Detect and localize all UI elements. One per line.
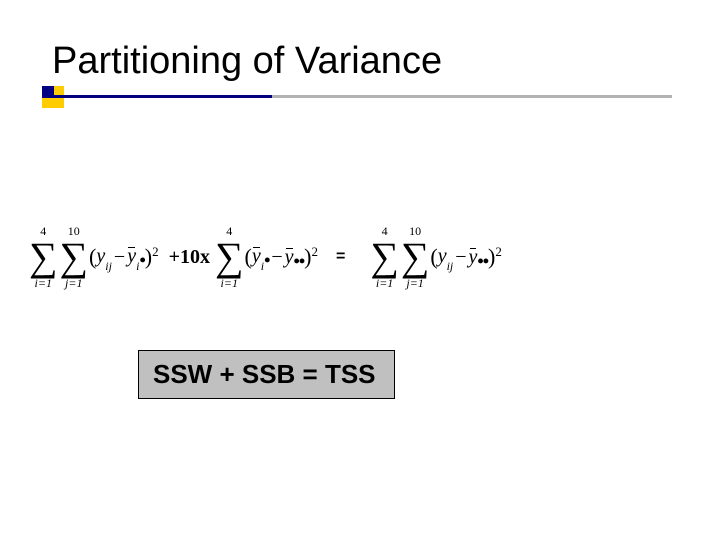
plus-10x: +10x — [169, 246, 210, 269]
sigma-2: 4 ∑ i=1 — [215, 239, 244, 275]
sigma-inner-3: 10 ∑ j=1 — [401, 239, 430, 275]
tss-term: 4 ∑ i=1 10 ∑ j=1 ( yij − y•• ) 2 — [369, 239, 502, 275]
ybar-dotdot-3: y•• — [469, 247, 489, 267]
title-underline — [52, 95, 672, 98]
y-ij: yij — [96, 246, 112, 269]
y-ij-3: yij — [438, 246, 454, 269]
sigma-inner-1: 10 ∑ j=1 — [60, 239, 89, 275]
summary-text: SSW + SSB = TSS — [153, 359, 376, 389]
square-2: 2 — [311, 245, 318, 258]
ybar-i-2: yi• — [252, 246, 270, 269]
ybar-dotdot-2: y•• — [285, 247, 305, 267]
minus-3: − — [455, 247, 466, 267]
ssb-term: 4 ∑ i=1 ( yi• − y•• ) 2 — [214, 239, 318, 275]
lparen-2: ( — [245, 246, 252, 268]
rparen-3: ) — [488, 246, 495, 268]
sigma-outer-1: 4 ∑ i=1 — [29, 239, 58, 275]
summary-box: SSW + SSB = TSS — [138, 350, 395, 399]
slide: Partitioning of Variance 4 ∑ i=1 10 ∑ j=… — [0, 0, 720, 540]
square-1: 2 — [152, 245, 159, 258]
lparen-3: ( — [430, 246, 437, 268]
sigma-outer-3: 4 ∑ i=1 — [370, 239, 399, 275]
equation-row: 4 ∑ i=1 10 ∑ j=1 ( yij − yi• ) 2 +10x 4 … — [28, 212, 688, 302]
page-title: Partitioning of Variance — [52, 40, 442, 83]
rparen-1: ) — [145, 246, 152, 268]
ybar-i-1: yi• — [127, 246, 145, 269]
minus-2: − — [271, 247, 282, 267]
title-region: Partitioning of Variance — [52, 40, 442, 83]
minus-1: − — [114, 247, 125, 267]
equals-sign: = — [336, 248, 345, 266]
ssw-term: 4 ∑ i=1 10 ∑ j=1 ( yij − yi• ) 2 — [28, 239, 159, 275]
square-3: 2 — [495, 245, 502, 258]
rparen-2: ) — [304, 246, 311, 268]
